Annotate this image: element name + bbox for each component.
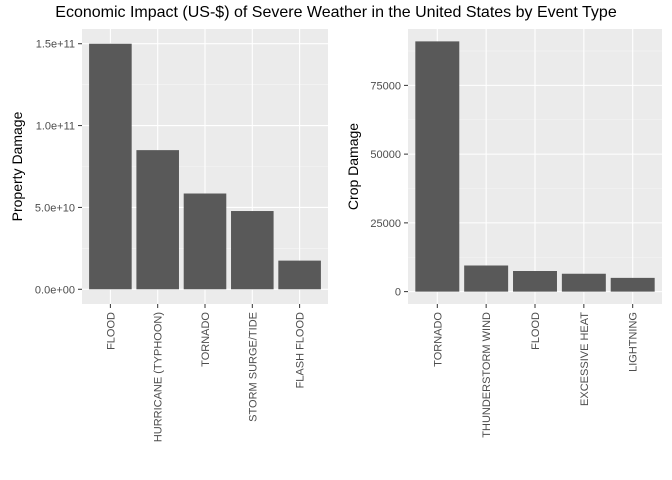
x-tick-label: STORM SURGE/TIDE — [247, 312, 259, 422]
chart-title: Economic Impact (US-$) of Severe Weather… — [55, 4, 617, 21]
y-tick-label: 1.5e+11 — [36, 39, 75, 51]
bar-1 — [415, 41, 460, 292]
y-axis-title: Crop Damage — [345, 123, 361, 210]
x-tick-label: TORNADO — [200, 312, 212, 367]
y-axis-title: Property Damage — [9, 111, 25, 221]
x-tick-label: HURRICANE (TYPHOON) — [153, 312, 165, 442]
x-tick-label: THUNDERSTORM WIND — [481, 312, 493, 438]
x-tick-label: FLOOD — [105, 312, 117, 350]
x-tick-label: TORNADO — [432, 312, 444, 367]
bar-5 — [278, 260, 321, 290]
x-tick-label: FLASH FLOOD — [295, 312, 307, 388]
y-tick-label: 5.0e+10 — [35, 202, 75, 214]
panel-1: 0.0e+00 5.0e+10 1.0e+11 1.5e+11 FLOOD HURRICA… — [9, 29, 328, 442]
y-tick-label: 50000 — [370, 149, 401, 161]
y-tick-label: 25000 — [370, 218, 401, 230]
bar-5 — [610, 277, 655, 292]
bar-3 — [513, 271, 557, 292]
panel-2: 0 25000 50000 75000 TORNADO THUNDERSTORM WIND… — [345, 29, 662, 438]
y-tick-label: 75000 — [370, 80, 401, 92]
bar-2 — [136, 150, 179, 290]
bar-1 — [89, 43, 132, 290]
y-tick-label: 1.0e+11 — [36, 121, 75, 133]
y-tick-label: 0.0e+00 — [35, 284, 75, 296]
x-tick-label: EXCESSIVE HEAT — [579, 312, 591, 406]
bar-4 — [231, 211, 274, 290]
y-tick-label: 0 — [395, 287, 401, 299]
bar-2 — [464, 265, 509, 292]
x-tick-label: LIGHTNING — [628, 312, 640, 372]
x-tick-label: FLOOD — [530, 312, 542, 350]
bar-4 — [561, 273, 606, 292]
bar-3 — [183, 193, 227, 290]
